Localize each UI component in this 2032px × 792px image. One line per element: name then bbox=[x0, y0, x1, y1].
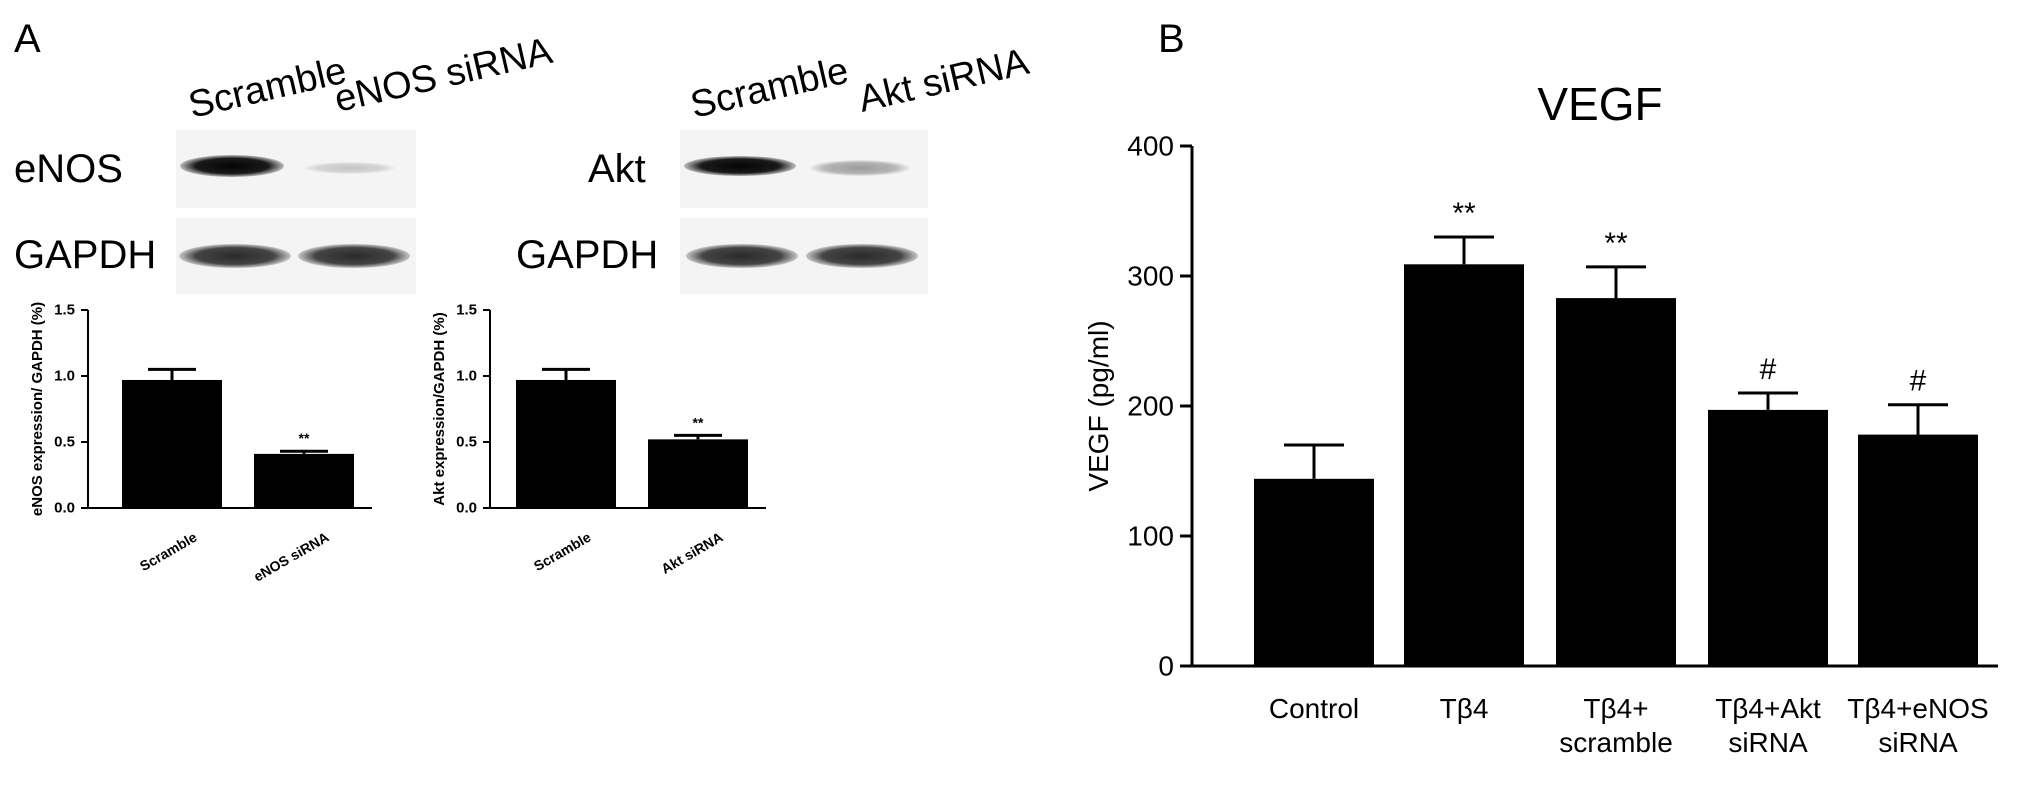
blot-left-lane-label-1: Scramble bbox=[185, 50, 351, 127]
category-label: Tβ4+eNOS siRNA bbox=[1847, 693, 1988, 758]
blot-left-lane-label-2: eNOS siRNA bbox=[331, 30, 557, 121]
y-tick-label: 0.0 bbox=[54, 500, 75, 517]
blot-right-lane-label-1: Scramble bbox=[687, 50, 853, 127]
blot-right-band-gapdh-scramble bbox=[686, 244, 798, 268]
y-tick-label: 1.0 bbox=[456, 368, 477, 385]
y-tick-label: 0.5 bbox=[456, 434, 477, 451]
category-label: Tβ4 bbox=[1440, 693, 1489, 724]
y-tick-label: 0.5 bbox=[54, 434, 75, 451]
category-label: Control bbox=[1269, 693, 1359, 724]
y-tick-label: 1.5 bbox=[456, 302, 477, 319]
significance-label: # bbox=[1760, 353, 1777, 386]
bar bbox=[254, 453, 354, 508]
chart-vegf: 0 100 200 300 400 VEGF (pg/ml) VEGF Control ** Tβ… bbox=[1083, 78, 1998, 758]
category-label: Tβ4+ scramble bbox=[1559, 693, 1673, 758]
category-label: Akt siRNA bbox=[658, 529, 725, 577]
bar bbox=[516, 379, 616, 508]
blot-right-row-label-1: Akt bbox=[588, 147, 646, 191]
bar bbox=[1254, 478, 1374, 666]
chart-enos-expression: 0.0 0.5 1.0 1.5 eNOS expression/ GAPDH (%) Sc… bbox=[29, 302, 372, 585]
y-tick-label: 1.5 bbox=[54, 302, 75, 319]
significance-label: # bbox=[1910, 365, 1927, 398]
blot-left-band-gapdh-sirna bbox=[298, 244, 410, 268]
y-tick-label: 300 bbox=[1127, 261, 1174, 292]
blot-right-band-akt-scramble bbox=[684, 156, 796, 176]
blot-right-lane-label-2: Akt siRNA bbox=[855, 41, 1034, 121]
bar bbox=[1858, 434, 1978, 666]
blot-left-row-label-1: eNOS bbox=[14, 147, 123, 191]
bar bbox=[648, 439, 748, 508]
category-label: Scramble bbox=[531, 529, 594, 574]
blot-left-band-gapdh-scramble bbox=[179, 244, 291, 268]
significance-label: ** bbox=[1452, 197, 1476, 230]
blot-left-band-enos-scramble bbox=[180, 155, 284, 177]
bar bbox=[1708, 409, 1828, 666]
significance-label: ** bbox=[1604, 227, 1628, 260]
chart-title: VEGF bbox=[1537, 78, 1662, 130]
bar bbox=[1404, 264, 1524, 666]
bar bbox=[1556, 298, 1676, 666]
chart-akt-expression: 0.0 0.5 1.0 1.5 Akt expression/GAPDH (%) Scra… bbox=[431, 302, 766, 577]
significance-label: ** bbox=[693, 414, 704, 430]
significance-label: ** bbox=[299, 430, 310, 446]
y-axis-label: Akt expression/GAPDH (%) bbox=[431, 312, 448, 505]
y-tick-label: 200 bbox=[1127, 391, 1174, 422]
category-label: eNOS siRNA bbox=[251, 529, 332, 585]
category-label: Scramble bbox=[137, 529, 200, 574]
y-tick-label: 400 bbox=[1127, 131, 1174, 162]
blot-left: Scramble eNOS siRNA eNOS GAPDH bbox=[14, 30, 557, 294]
blot-right-band-gapdh-sirna bbox=[806, 244, 918, 268]
y-tick-label: 0 bbox=[1158, 651, 1174, 682]
panel-b-letter: B bbox=[1158, 17, 1185, 61]
y-axis-label: VEGF (pg/ml) bbox=[1083, 320, 1114, 491]
y-tick-label: 0.0 bbox=[456, 500, 477, 517]
y-tick-label: 1.0 bbox=[54, 368, 75, 385]
panel-a-letter: A bbox=[14, 17, 41, 61]
blot-right: Scramble Akt siRNA Akt GAPDH bbox=[516, 41, 1033, 294]
blot-left-band-enos-sirna bbox=[304, 162, 396, 174]
blot-right-row-label-2: GAPDH bbox=[516, 233, 658, 277]
y-tick-label: 100 bbox=[1127, 521, 1174, 552]
blot-right-band-akt-sirna bbox=[810, 160, 910, 176]
blot-left-row-label-2: GAPDH bbox=[14, 233, 156, 277]
y-axis-label: eNOS expression/ GAPDH (%) bbox=[29, 302, 46, 516]
bar bbox=[122, 379, 222, 508]
category-label: Tβ4+Akt siRNA bbox=[1715, 693, 1821, 758]
